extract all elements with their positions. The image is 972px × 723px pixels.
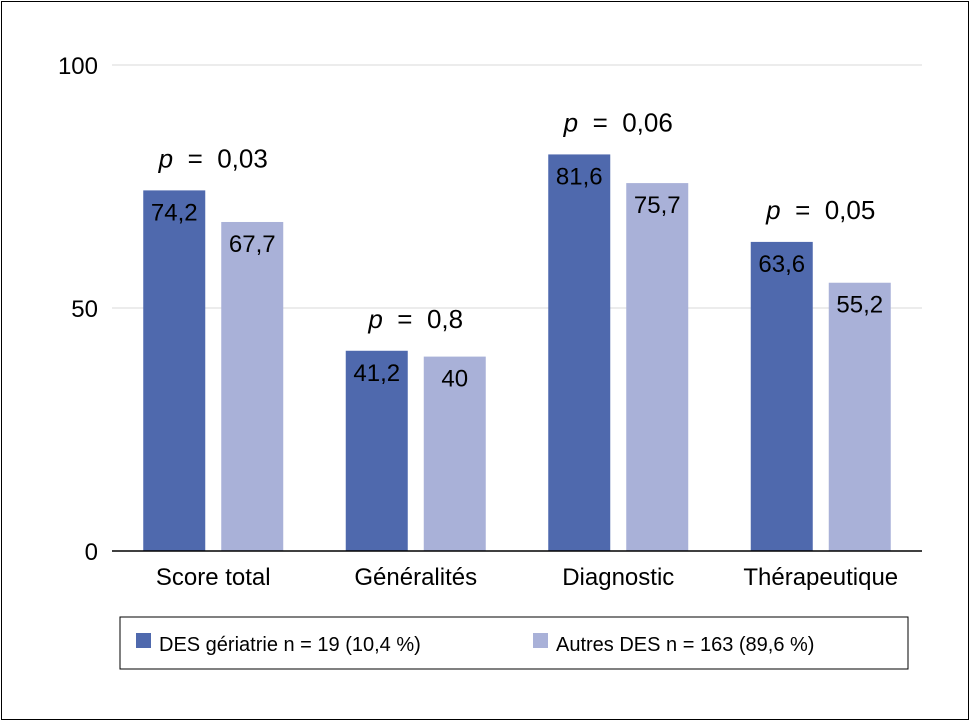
p-value-annotations: p = 0,03 p = 0,8 p = 0,06 p = 0,05 — [158, 107, 876, 333]
legend-swatch-des-geriatrie — [136, 633, 151, 648]
bar — [221, 221, 284, 551]
data-label: 63,6 — [758, 251, 805, 278]
data-label: 81,6 — [556, 163, 603, 190]
bar — [345, 350, 408, 551]
data-label: 41,2 — [353, 360, 400, 387]
y-tick-label: 100 — [58, 53, 98, 80]
legend-swatch-autres-des — [533, 633, 548, 648]
data-label: 74,2 — [151, 199, 198, 226]
bars — [143, 154, 891, 552]
y-axis-ticks: 0 50 100 — [58, 53, 98, 566]
bar — [626, 183, 689, 551]
p-value-label: p = 0,03 — [158, 143, 268, 173]
data-label: 67,7 — [229, 231, 276, 258]
data-label: 75,7 — [634, 192, 681, 219]
legend-label-autres-des: Autres DES n = 163 (89,6 %) — [556, 634, 814, 656]
category-label: Généralités — [354, 564, 477, 591]
y-tick-label: 50 — [71, 296, 98, 323]
bar — [143, 190, 206, 551]
bar — [828, 282, 891, 551]
y-tick-label: 0 — [85, 539, 98, 566]
bar — [750, 241, 813, 552]
legend-box — [119, 616, 909, 670]
bar — [548, 154, 611, 551]
legend-label-des-geriatrie: DES gériatrie n = 19 (10,4 %) — [159, 634, 421, 656]
bar — [423, 356, 486, 551]
x-axis-categories: Score total Généralités Diagnostic Thérapeu… — [156, 564, 898, 591]
p-value-label: p = 0,05 — [765, 195, 875, 225]
data-labels: 74,2 67,7 41,2 40 81,6 75,7 63,6 55,2 — [151, 163, 883, 392]
legend: DES gériatrie n = 19 (10,4 %) Autres DES… — [119, 616, 909, 670]
p-value-label: p = 0,8 — [367, 304, 463, 334]
data-label: 40 — [441, 366, 468, 393]
data-label: 55,2 — [836, 292, 883, 319]
category-label: Diagnostic — [562, 564, 674, 591]
category-label: Score total — [156, 564, 271, 591]
category-label: Thérapeutique — [743, 564, 898, 591]
p-value-label: p = 0,06 — [563, 107, 673, 137]
